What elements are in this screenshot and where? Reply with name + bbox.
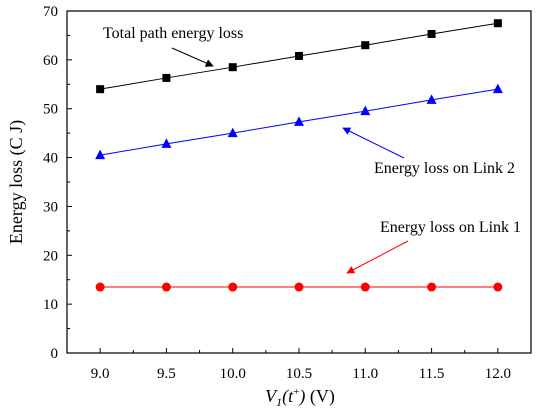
x-axis-label: V1(t+) (V) [265,386,335,409]
data-point-triangle [294,116,304,126]
y-tick-label: 70 [43,4,58,20]
data-point-triangle [426,94,437,104]
x-tick-label: 11.5 [419,366,445,382]
annotation-arrow-link1 [346,240,409,274]
data-point-circle [95,282,105,292]
y-tick-label: 60 [43,53,58,69]
data-point-square [493,19,502,28]
series-triangle [95,83,503,160]
data-point-circle [360,282,370,292]
annotation-link2: Energy loss on Link 2 [374,160,515,177]
data-point-triangle [95,149,106,160]
x-axis-label-paren-open: (t [282,386,294,407]
y-tick-label: 50 [43,102,58,118]
x-tick-label: 9.0 [91,366,110,382]
data-point-square [295,51,303,60]
x-axis-label-paren-close: ) [298,386,305,407]
data-point-triangle [360,105,371,116]
x-tick-label: 10.0 [220,366,246,382]
data-point-square [162,73,171,82]
annotation-arrow-link2 [342,127,405,159]
x-tick-label: 10.5 [286,366,312,382]
y-tick-label: 20 [43,248,58,264]
data-point-square [361,41,370,50]
data-point-triangle [161,138,172,148]
x-axis-label-unit: (V) [305,386,335,407]
annotation-total-path: Total path energy loss [103,25,243,42]
data-point-triangle [492,83,503,94]
annotation-arrow-total-path [171,47,214,67]
y-tick-label: 0 [51,346,59,362]
data-point-circle [294,282,304,292]
x-tick-label: 11.0 [352,366,378,382]
data-point-circle [161,282,171,292]
x-axis: 9.0 9.5 10.0 10.5 11.0 11.5 12.0 [91,348,511,382]
series-square [96,19,502,94]
plot-frame [66,10,532,354]
data-point-square [96,85,105,94]
x-axis-label-sup: + [293,386,299,398]
data-point-circle [427,282,437,292]
series-layer [95,19,503,292]
annotation-link1: Energy loss on Link 1 [380,219,521,236]
x-tick-label: 12.0 [485,366,511,382]
y-axis: 0 10 20 30 40 50 60 70 [43,4,72,362]
data-point-square [427,29,436,38]
series-circle [95,282,503,292]
data-point-circle [493,282,503,292]
y-tick-label: 10 [43,297,58,313]
y-axis-label: Energy loss (C J) [6,120,27,244]
data-point-triangle [227,127,238,138]
x-axis-label-sub: 1 [276,395,282,409]
y-tick-label: 40 [43,151,58,167]
x-tick-label: 9.5 [157,366,176,382]
data-point-square [228,63,237,72]
x-axis-label-main: V [265,386,278,406]
data-point-circle [228,282,238,292]
y-tick-label: 30 [43,199,58,215]
